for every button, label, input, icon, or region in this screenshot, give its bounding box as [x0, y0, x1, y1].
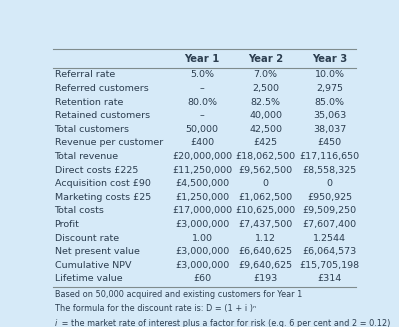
Text: £7,437,500: £7,437,500	[239, 220, 293, 229]
Text: 82.5%: 82.5%	[251, 98, 280, 107]
Text: £3,000,000: £3,000,000	[175, 220, 229, 229]
Text: £1,062,500: £1,062,500	[239, 193, 292, 202]
Text: Year 1: Year 1	[184, 54, 220, 64]
Text: £400: £400	[190, 138, 214, 147]
Text: 40,000: 40,000	[249, 111, 282, 120]
Text: £193: £193	[253, 274, 278, 284]
Text: £3,000,000: £3,000,000	[175, 247, 229, 256]
Text: £6,640,625: £6,640,625	[239, 247, 292, 256]
Text: £950,925: £950,925	[307, 193, 352, 202]
Text: £17,116,650: £17,116,650	[300, 152, 360, 161]
Text: £314: £314	[318, 274, 342, 284]
Text: Marketing costs £25: Marketing costs £25	[55, 193, 151, 202]
Text: Referred customers: Referred customers	[55, 84, 148, 93]
Text: £1,250,000: £1,250,000	[175, 193, 229, 202]
Text: 2,975: 2,975	[316, 84, 343, 93]
Text: Cumulative NPV: Cumulative NPV	[55, 261, 131, 270]
Text: –: –	[200, 111, 205, 120]
Text: 35,063: 35,063	[313, 111, 346, 120]
Text: 1.00: 1.00	[192, 234, 213, 243]
Text: 7.0%: 7.0%	[253, 71, 278, 79]
Text: Direct costs £225: Direct costs £225	[55, 166, 138, 175]
Text: 0: 0	[327, 179, 333, 188]
Text: £4,500,000: £4,500,000	[175, 179, 229, 188]
Text: Net present value: Net present value	[55, 247, 139, 256]
Text: 38,037: 38,037	[313, 125, 346, 134]
Text: 1.2544: 1.2544	[313, 234, 346, 243]
Text: 2,500: 2,500	[252, 84, 279, 93]
Text: Discount rate: Discount rate	[55, 234, 119, 243]
Text: £17,000,000: £17,000,000	[172, 206, 232, 215]
Text: 0: 0	[263, 179, 269, 188]
Text: The formula for the discount rate is: D = (1 + i )ⁿ: The formula for the discount rate is: D …	[55, 304, 256, 313]
Text: £10,625,000: £10,625,000	[235, 206, 296, 215]
Text: £20,000,000: £20,000,000	[172, 152, 232, 161]
Text: Acquisition cost £90: Acquisition cost £90	[55, 179, 150, 188]
Text: 42,500: 42,500	[249, 125, 282, 134]
Text: –: –	[200, 84, 205, 93]
Text: £425: £425	[253, 138, 278, 147]
Text: 80.0%: 80.0%	[187, 98, 217, 107]
Text: Profit: Profit	[55, 220, 79, 229]
Text: Total customers: Total customers	[55, 125, 130, 134]
Text: 1.12: 1.12	[255, 234, 276, 243]
Text: £6,064,573: £6,064,573	[302, 247, 357, 256]
Text: £450: £450	[318, 138, 342, 147]
Text: = the market rate of interest plus a factor for risk (e.g. 6 per cent and 2 = 0.: = the market rate of interest plus a fac…	[59, 319, 390, 327]
Text: Revenue per customer: Revenue per customer	[55, 138, 163, 147]
Text: 85.0%: 85.0%	[315, 98, 345, 107]
Text: £60: £60	[193, 274, 211, 284]
Text: £8,558,325: £8,558,325	[302, 166, 357, 175]
Text: Lifetime value: Lifetime value	[55, 274, 122, 284]
Text: Retention rate: Retention rate	[55, 98, 123, 107]
Text: £7,607,400: £7,607,400	[303, 220, 357, 229]
Text: Based on 50,000 acquired and existing customers for Year 1: Based on 50,000 acquired and existing cu…	[55, 289, 302, 299]
Text: i: i	[55, 319, 57, 327]
Text: Referral rate: Referral rate	[55, 71, 115, 79]
Text: £15,705,198: £15,705,198	[300, 261, 360, 270]
Text: Year 3: Year 3	[312, 54, 347, 64]
Text: £9,640,625: £9,640,625	[239, 261, 292, 270]
Text: Retained customers: Retained customers	[55, 111, 150, 120]
Text: £9,509,250: £9,509,250	[303, 206, 357, 215]
Text: £11,250,000: £11,250,000	[172, 166, 232, 175]
Text: Total costs: Total costs	[55, 206, 105, 215]
Text: 10.0%: 10.0%	[315, 71, 345, 79]
Text: £9,562,500: £9,562,500	[239, 166, 292, 175]
Text: £18,062,500: £18,062,500	[235, 152, 296, 161]
Text: Total revenue: Total revenue	[55, 152, 119, 161]
Text: 50,000: 50,000	[186, 125, 219, 134]
Text: 5.0%: 5.0%	[190, 71, 214, 79]
Text: £3,000,000: £3,000,000	[175, 261, 229, 270]
Text: Year 2: Year 2	[248, 54, 283, 64]
